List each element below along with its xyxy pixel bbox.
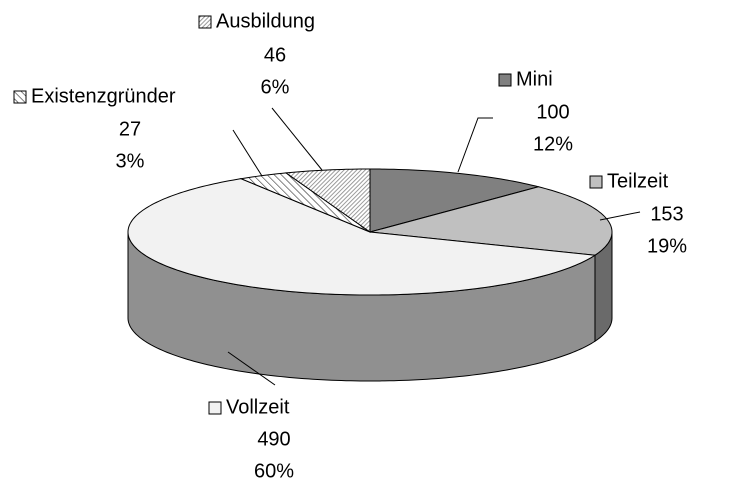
legend-swatch <box>589 175 603 189</box>
value-label: 490 <box>257 428 290 450</box>
value-label: 27 <box>119 118 141 140</box>
legend-swatch <box>208 401 222 415</box>
percent-label: 60% <box>254 460 294 482</box>
value-label: 153 <box>650 203 683 225</box>
slice <box>239 172 371 233</box>
category-label: Vollzeit <box>226 396 290 418</box>
slice <box>284 168 371 233</box>
leader-line <box>232 129 263 177</box>
category-label: Mini <box>516 68 553 90</box>
percent-label: 12% <box>533 133 573 155</box>
leader-line <box>457 117 493 173</box>
value-label: 46 <box>264 44 286 66</box>
category-label: Existenzgründer <box>31 85 176 107</box>
percent-label: 6% <box>261 76 290 98</box>
slice <box>127 178 597 296</box>
legend-swatch <box>498 73 512 87</box>
leader-line <box>227 351 276 386</box>
legend-swatch <box>198 15 212 29</box>
leader-line <box>599 211 641 221</box>
leader-line <box>271 107 323 171</box>
percent-label: 19% <box>647 235 687 257</box>
category-label: Teilzeit <box>607 170 669 192</box>
value-label: 100 <box>536 101 569 123</box>
category-label: Ausbildung <box>216 10 315 32</box>
legend-swatch <box>13 90 27 104</box>
percent-label: 3% <box>116 150 145 172</box>
slice <box>369 168 541 233</box>
